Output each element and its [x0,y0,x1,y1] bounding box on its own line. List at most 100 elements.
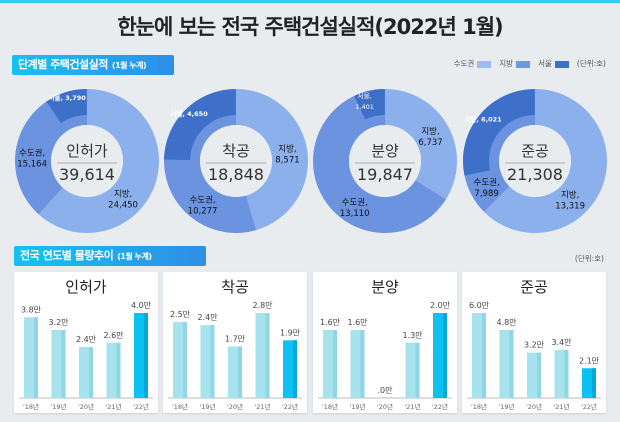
donut-total: 18,848 [208,165,264,184]
bar-panel-인허가: 인허가 3.8만 '18년 3.2만 '19년 2.4만 '20년 2.6만 '21년 4.0만 '… [14,272,158,413]
donut-hole [349,125,421,197]
legend-item-local: 지방 [499,58,531,69]
bar-chart: 6.0만 '18년 4.8만 '19년 3.2만 '20년 3.4만 '21년 2.1만 '22년 [467,301,601,411]
x-tick-label: '19년 [498,402,514,411]
bar-shade [265,313,270,398]
bar-shade [360,330,365,398]
label-capital: 수도권, 15,164 [17,147,47,169]
section-header-stage: 단계별 주택건설실적 (1월 누계) [12,55,174,75]
bar-shade [333,330,337,398]
bar-value-label: 4.8만 [496,318,517,327]
slice-local [38,89,159,233]
panel-title: 분양 [371,278,399,296]
donut-hole [200,125,272,197]
x-tick-label: '21년 [254,402,270,411]
bar-shade [61,330,66,398]
slice-capital [15,89,88,215]
bar-value-label: 2.6만 [103,331,124,340]
x-tick-label: '22년 [432,402,448,411]
bar-shade [210,325,215,398]
donut-title: 분양 [371,142,399,160]
label-local: 지방, 6,737 [418,126,442,148]
bar-shade [116,342,121,398]
page-title: 한눈에 보는 전국 주택건설실적(2022년 1월) [117,15,503,39]
bar-value-label: 1.7만 [225,334,246,343]
slice-seoul [462,89,535,176]
label-seoul: 서울, 1,401 [355,91,374,111]
legend-label: 지방 [499,59,514,68]
bar-panel-착공: 착공 2.5만 '18년 2.4만 '19년 1.7만 '20년 2.8만 '21년 1.9만 '2… [163,272,307,413]
x-tick-label: '18년 [322,402,338,411]
bar-shade [564,349,569,398]
bar-shade [482,313,486,398]
x-tick-label: '22년 [282,402,298,411]
x-tick-label: '18년 [471,402,487,411]
bar-shade [89,347,93,398]
bar-shade [415,342,420,398]
legend-swatch [516,60,531,68]
label-local: 지방, 8,571 [275,144,299,166]
bar-shade [293,340,297,398]
bar-shade [443,313,447,398]
donut-total: 39,614 [59,165,115,184]
bar-shade [34,317,38,398]
legend-swatch [477,60,492,68]
slice-capital [313,89,446,233]
panel-title: 준공 [520,278,548,296]
donut-title: 인허가 [66,142,108,160]
bar-value-label: 2.1만 [579,356,600,365]
label-capital: 수도권, 13,110 [340,197,370,219]
bar-shade [537,352,541,398]
x-tick-label: '22년 [581,402,597,411]
donut-분양: 분양 19,847 지방, 6,737 수도권, 13,110 서울, 1,401 [313,89,457,233]
slice-local [385,89,457,200]
unit-label: (단위:호) [576,59,606,68]
donut-hole [51,125,123,197]
bar-shade [183,322,187,398]
x-tick-label: '21년 [105,402,121,411]
slice-seoul [354,89,385,120]
legend-label: 서울 [538,59,552,68]
slice-seoul [164,89,236,161]
donut-charts: 인허가 39,614 지방, 24,450 수도권, 15,164 서울, 3,790 착공 1… [15,89,608,233]
bar-value-label: 3.2만 [48,318,69,327]
bar-value-label: 4.0만 [131,301,152,310]
bar-panel-분양: 분양 1.6만 '18년 1.6만 '19년 .0만 '20년 1.3만 '21년 2.0만 '22… [313,272,457,413]
x-tick-label: '20년 [78,402,94,411]
donut-hole [499,125,571,197]
x-tick-label: '21년 [553,402,569,411]
x-tick-label: '18년 [23,402,39,411]
label-seoul: 서울, 3,790 [49,93,87,102]
bar-shade [509,330,514,398]
bar-value-label: 6.0만 [469,301,490,310]
slice-local [236,89,308,231]
label-seoul: 서울, 4,650 [170,109,208,118]
section-title: 단계별 주택건설실적 [18,58,108,71]
label-capital: 수도권, 10,277 [188,195,218,217]
bar-value-label: 3.2만 [524,341,545,350]
donut-착공: 착공 18,848 지방, 8,571 수도권, 10,277 서울, 4,650 [164,89,308,233]
bar-value-label: 2.4만 [197,313,218,322]
label-local: 지방, 13,319 [555,189,585,211]
bar-value-label: 2.8만 [252,301,273,310]
section-title: 전국 연도별 물량추이 [20,249,114,262]
slice-local [484,89,608,233]
bar-value-label: 1.6만 [320,318,341,327]
x-tick-label: '20년 [526,402,542,411]
donut-title: 착공 [222,142,250,160]
panel-title: 착공 [221,278,249,296]
x-tick-label: '20년 [227,402,243,411]
legend-swatch [554,60,569,68]
bar-value-label: 2.0만 [430,301,451,310]
bar-value-label: 1.3만 [402,331,423,340]
bar-value-label: 2.5만 [170,310,191,319]
x-tick-label: '21년 [404,402,420,411]
donut-준공: 준공 21,308 지방, 13,319 수도권, 7,989 서울, 6,021 [462,89,608,233]
x-tick-label: '20년 [377,402,393,411]
legend: 수도권 지방 서울 (단위:호) [454,58,606,69]
bar-chart: 1.6만 '18년 1.6만 '19년 .0만 '20년 1.3만 '21년 2.0만 '22년 [318,301,452,411]
x-tick-label: '18년 [172,402,188,411]
x-tick-label: '19년 [199,402,215,411]
donut-total: 19,847 [357,165,413,184]
bar-value-label: 1.6만 [347,318,368,327]
